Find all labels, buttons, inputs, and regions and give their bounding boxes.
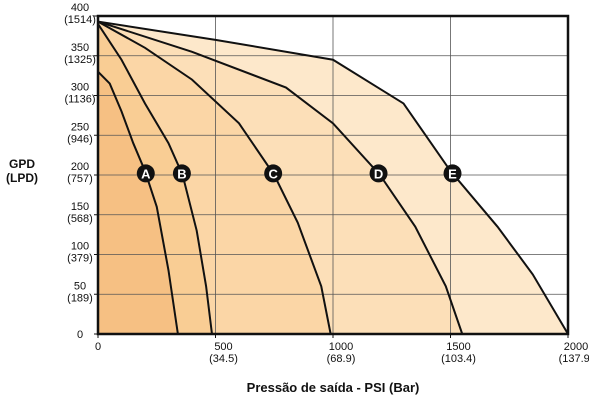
y-tick-label: 50 (189) — [67, 280, 93, 304]
area-fill — [98, 71, 178, 335]
curve-badge — [369, 164, 388, 183]
lines — [97, 20, 569, 335]
legend-label: C — [268, 166, 278, 181]
curve-badge — [443, 164, 462, 183]
y-tick-label: 0 — [77, 329, 83, 341]
y-tick-label: 300 (1136) — [65, 82, 96, 106]
x-tick-label: 2000(137.9) — [559, 341, 589, 365]
curve-line — [97, 70, 179, 335]
x-axis-label: Pressão de saída - PSI (Bar) — [247, 380, 420, 395]
curve-line — [97, 20, 464, 335]
x-tick-label: 1000 (68.9) — [327, 341, 356, 365]
y-tick-label: 150 (568) — [67, 201, 93, 225]
x-tick-label: 1500 (103.4) — [441, 341, 476, 365]
curve-badge — [136, 164, 155, 183]
y-tick-label: 250 (946) — [67, 121, 93, 145]
y-tick-label: 350 (1325) — [64, 42, 96, 66]
legend-label: D — [374, 166, 383, 181]
curve-line — [97, 20, 569, 335]
curve-line — [97, 23, 213, 335]
plot-frame — [96, 14, 570, 336]
curve-badge — [264, 164, 283, 183]
y-axis-label: GPD (LPD) — [6, 157, 38, 185]
x-tick-label: 0 — [95, 341, 101, 353]
x-tick-label: 500 (34.5) — [209, 341, 238, 365]
legend-label: B — [177, 166, 186, 181]
y-tick-label: 100 (379) — [67, 241, 93, 265]
legend-label: E — [448, 166, 457, 181]
y-tick-label: 200 (757) — [67, 161, 93, 185]
curve-line — [97, 20, 332, 335]
legend-label: A — [141, 166, 151, 181]
y-tick-label: 400 (1514) — [64, 2, 96, 26]
curve-badge — [172, 164, 191, 183]
